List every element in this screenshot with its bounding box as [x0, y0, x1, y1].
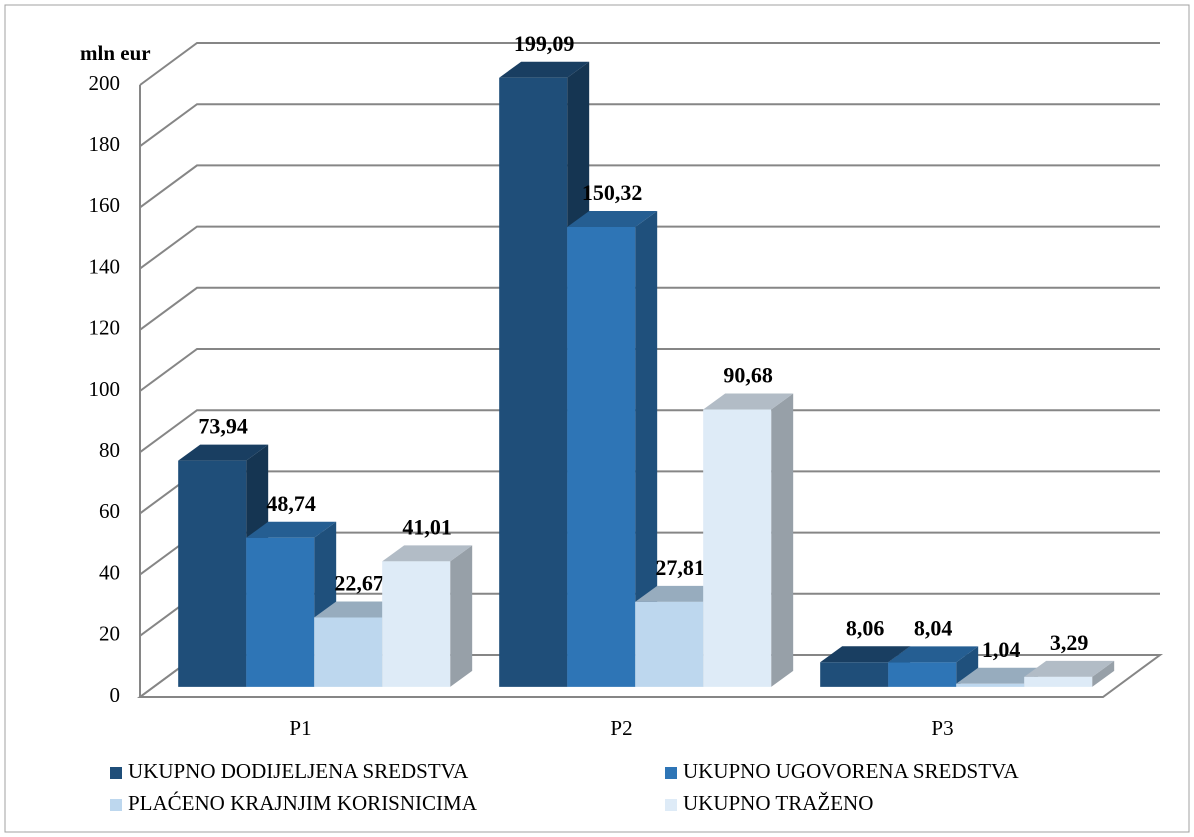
- grid-line: [139, 286, 1160, 331]
- value-label: 73,94: [198, 414, 248, 439]
- grid-line: [139, 103, 1160, 148]
- y-tick-label: 160: [89, 193, 121, 217]
- bar-side: [450, 545, 473, 687]
- y-tick-label: 60: [99, 499, 120, 523]
- grid-line: [139, 42, 1160, 86]
- y-tick-label: 0: [110, 683, 121, 707]
- bar-side: [1092, 660, 1115, 687]
- y-tick-label: 180: [89, 132, 121, 156]
- bar-top: [314, 601, 405, 618]
- legend-swatch: [665, 799, 677, 811]
- bar: [246, 521, 337, 687]
- bar-front: [499, 77, 568, 687]
- bar-top: [956, 667, 1047, 684]
- bar-front: [246, 537, 315, 687]
- y-tick-label: 40: [99, 560, 120, 584]
- bar: [888, 646, 979, 687]
- bar-front: [314, 617, 383, 687]
- x-tick-label: P3: [931, 716, 953, 740]
- y-tick-label: 200: [89, 71, 121, 95]
- bar-top: [888, 646, 979, 663]
- bar-top: [703, 393, 794, 410]
- grid-line: [139, 225, 1160, 270]
- bar-top: [382, 545, 473, 562]
- value-label: 3,29: [1050, 630, 1089, 655]
- grid-line: [139, 164, 1160, 209]
- bar-front: [703, 409, 772, 687]
- bar-side: [771, 393, 794, 687]
- bar-top: [246, 521, 337, 538]
- bar-front: [567, 226, 636, 687]
- bar-front: [178, 460, 247, 687]
- bar-top: [1024, 660, 1115, 677]
- y-axis-label: mln eur: [80, 41, 151, 65]
- legend-label: UKUPNO UGOVORENA SREDSTVA: [683, 759, 1019, 783]
- floor: [136, 654, 1164, 698]
- bar: [567, 210, 658, 687]
- bar-top: [178, 444, 269, 461]
- x-tick-label: P1: [289, 716, 311, 740]
- grid-line: [139, 348, 1160, 392]
- bar: [703, 393, 794, 687]
- x-tick-label: P2: [610, 716, 632, 740]
- value-label: 41,01: [402, 514, 452, 539]
- y-tick-label: 100: [89, 377, 121, 401]
- legend-label: UKUPNO DODIJELJENA SREDSTVA: [128, 759, 469, 783]
- bar-top: [820, 646, 911, 663]
- legend-swatch: [110, 767, 122, 779]
- value-label: 27,81: [655, 555, 705, 580]
- value-label: 1,04: [982, 637, 1021, 662]
- bar-side: [635, 210, 658, 687]
- value-label: 8,06: [846, 615, 885, 640]
- bar-side: [956, 646, 979, 687]
- bar-front: [382, 561, 451, 687]
- legend-swatch: [665, 767, 677, 779]
- y-tick-label: 80: [99, 438, 120, 462]
- legend-label: PLAĆENO KRAJNJIM KORISNICIMA: [128, 791, 478, 815]
- value-label: 90,68: [723, 362, 773, 387]
- value-label: 150,32: [582, 180, 643, 205]
- value-label: 199,09: [514, 31, 575, 56]
- bar-top: [635, 585, 726, 602]
- y-tick-label: 20: [99, 622, 120, 646]
- bar: [382, 545, 473, 687]
- bar-top: [499, 61, 590, 78]
- value-label: 48,74: [266, 491, 316, 516]
- bar-front: [1024, 676, 1093, 687]
- legend-label: UKUPNO TRAŽENO: [683, 791, 873, 815]
- y-tick-label: 140: [89, 254, 121, 278]
- grid-line: [139, 409, 1160, 454]
- legend-swatch: [110, 799, 122, 811]
- value-label: 8,04: [914, 615, 953, 640]
- bar: [820, 646, 911, 687]
- bar-front: [820, 662, 889, 687]
- y-tick-label: 120: [89, 316, 121, 340]
- bar: [1024, 660, 1115, 687]
- bar-top: [567, 210, 658, 227]
- value-label: 22,67: [334, 571, 384, 596]
- bar-front: [956, 683, 1025, 687]
- bar-front: [888, 662, 957, 687]
- bar-front: [635, 601, 704, 687]
